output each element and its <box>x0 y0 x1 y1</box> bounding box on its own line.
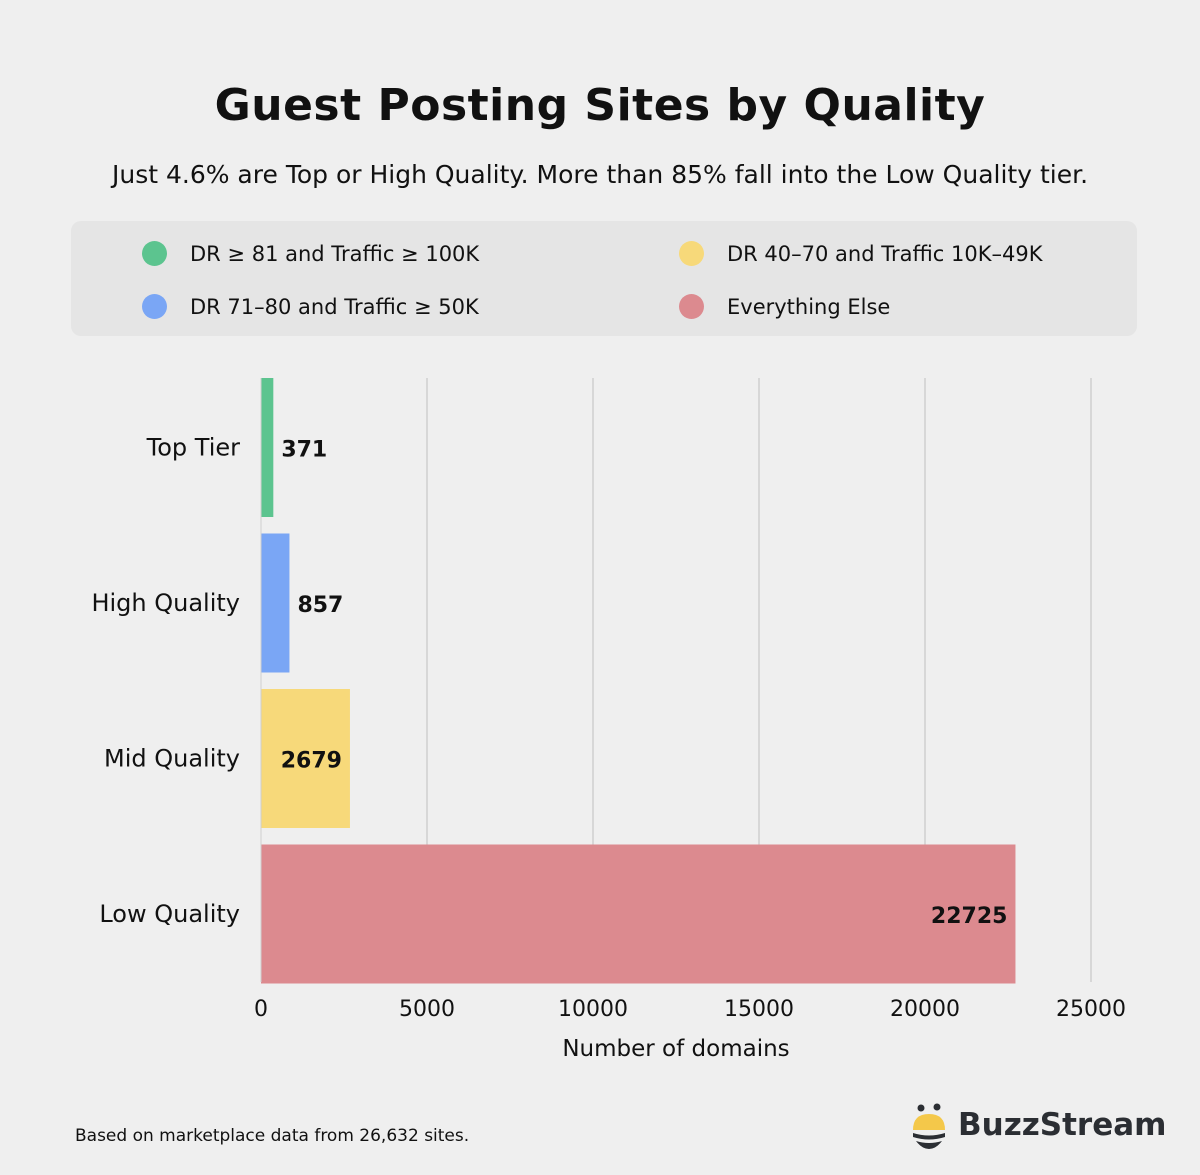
x-tick-label: 0 <box>254 997 268 1022</box>
data-label: 371 <box>281 438 327 463</box>
data-label: 2679 <box>281 749 342 774</box>
legend-dot-green <box>142 241 167 266</box>
legend-dot-red <box>679 294 704 319</box>
y-category-label: High Quality <box>91 589 240 617</box>
legend: DR ≥ 81 and Traffic ≥ 100K DR 71–80 and … <box>71 221 1137 336</box>
legend-label: DR ≥ 81 and Traffic ≥ 100K <box>190 241 480 266</box>
data-label: 857 <box>297 593 343 618</box>
footnote: Based on marketplace data from 26,632 si… <box>75 1126 470 1146</box>
data-label: 22725 <box>931 904 1008 929</box>
buzzstream-logo: BuzzStream <box>910 1100 1166 1150</box>
x-axis-label: Number of domains <box>562 1036 789 1062</box>
x-tick-label: 20000 <box>890 997 960 1022</box>
legend-item: DR 71–80 and Traffic ≥ 50K <box>142 294 479 319</box>
x-tick-label: 10000 <box>558 997 628 1022</box>
y-category-label: Top Tier <box>146 434 240 462</box>
bar-high-quality <box>261 533 290 673</box>
x-tick-label: 15000 <box>724 997 794 1022</box>
bar-mid-quality <box>261 689 350 828</box>
bar-chart: 0 5000 10000 15000 20000 25000 Number of domai… <box>91 378 1126 1062</box>
legend-item: DR ≥ 81 and Traffic ≥ 100K <box>142 241 479 266</box>
x-tick-label: 5000 <box>399 997 455 1022</box>
chart-title: Guest Posting Sites by Quality <box>214 80 986 131</box>
legend-label: DR 40–70 and Traffic 10K–49K <box>727 241 1043 266</box>
legend-dot-yellow <box>679 241 704 266</box>
y-category-label: Mid Quality <box>104 745 240 773</box>
bar-low-quality <box>261 844 1016 984</box>
legend-label: DR 71–80 and Traffic ≥ 50K <box>190 294 479 319</box>
x-tick-label: 25000 <box>1056 997 1126 1022</box>
legend-item: Everything Else <box>679 294 890 319</box>
brand-name: BuzzStream <box>958 1107 1167 1143</box>
legend-label: Everything Else <box>727 294 891 319</box>
bee-icon <box>913 1103 945 1149</box>
bar-top-tier <box>261 378 274 517</box>
y-category-label: Low Quality <box>99 900 240 928</box>
chart-subtitle: Just 4.6% are Top or High Quality. More … <box>111 160 1089 189</box>
legend-dot-blue <box>142 294 167 319</box>
legend-item: DR 40–70 and Traffic 10K–49K <box>679 241 1043 266</box>
